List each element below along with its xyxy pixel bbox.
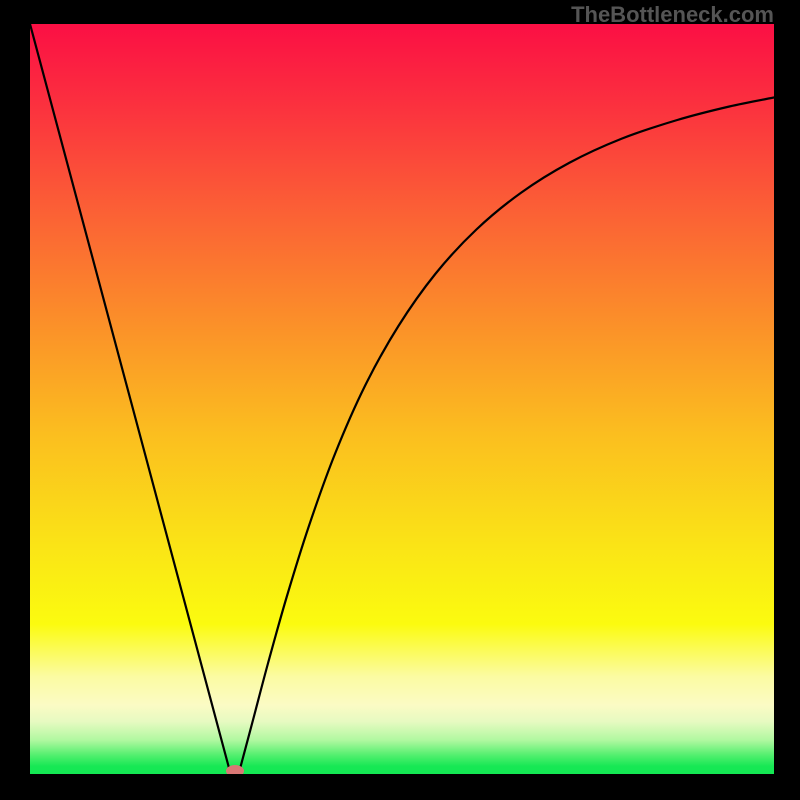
chart-frame: TheBottleneck.com: [0, 0, 800, 800]
plot-area: [30, 24, 774, 774]
watermark-text: TheBottleneck.com: [571, 2, 774, 28]
minimum-marker: [226, 765, 244, 774]
bottleneck-curve: [30, 24, 774, 774]
